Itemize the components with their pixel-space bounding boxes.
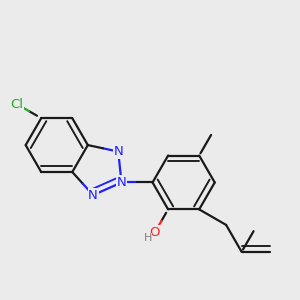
Text: O: O <box>150 226 160 239</box>
Text: N: N <box>88 189 98 202</box>
Text: N: N <box>113 145 123 158</box>
Text: H: H <box>143 233 152 243</box>
Text: N: N <box>117 176 126 189</box>
Text: Cl: Cl <box>11 98 23 111</box>
